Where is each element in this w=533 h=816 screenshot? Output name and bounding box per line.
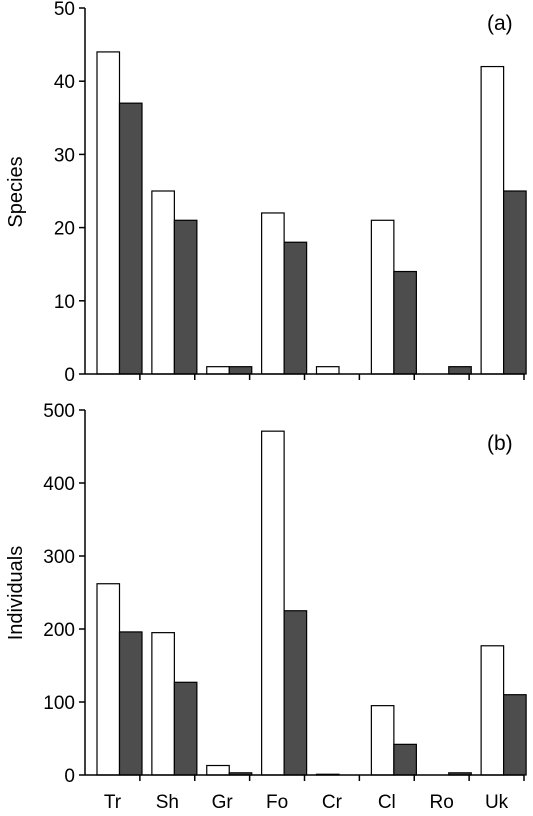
category-label: Uk	[485, 792, 509, 813]
bar-series-1	[315, 366, 340, 375]
bar-group	[96, 51, 527, 375]
category-label: Ro	[430, 792, 454, 813]
y-axis-title: Individuals	[5, 546, 27, 641]
category-label: Cl	[378, 792, 396, 813]
bar-series-2	[393, 743, 417, 776]
y-tick-label: 20	[54, 219, 75, 240]
bar-series-1	[261, 430, 285, 776]
panel-label: (b)	[487, 432, 513, 455]
bar-series-2	[283, 241, 308, 375]
bar-series-1	[370, 219, 395, 375]
y-tick-label: 30	[54, 145, 75, 166]
bar-series-1	[151, 632, 175, 776]
category-label-group: Tr Sh Gr Fo Cr Cl Ro Uk	[104, 792, 509, 813]
x-tick-group	[139, 374, 525, 380]
bar-series-1	[151, 190, 175, 375]
y-tick-group: 0 10 20 30 40 50	[54, 0, 85, 386]
bar-series-2	[118, 631, 143, 776]
bar-series-1	[261, 212, 285, 375]
chart-panel-b: 0 100 200 300 400 500 Individuals (b)	[5, 401, 527, 787]
bar-series-1	[370, 705, 395, 776]
bar-series-1	[206, 366, 230, 375]
y-tick-group: 0 100 200 300 400 500	[43, 401, 85, 787]
bar-series-1	[96, 51, 121, 375]
y-tick-label: 300	[43, 547, 75, 568]
bar-series-1	[480, 645, 505, 776]
bar-series-2	[228, 366, 253, 375]
y-tick-label: 50	[54, 0, 75, 20]
y-tick-label: 0	[64, 365, 75, 386]
y-tick-label: 500	[43, 401, 75, 422]
bar-series-2	[393, 270, 417, 375]
y-tick-label: 100	[43, 693, 75, 714]
y-tick-label: 0	[64, 766, 75, 787]
category-label: Gr	[212, 792, 234, 813]
bar-group	[96, 430, 527, 776]
y-axis-title: Species	[5, 156, 27, 227]
y-tick-label: 400	[43, 474, 75, 495]
chart-panel-a: 0 10 20 30 40 50 Species (a)	[5, 0, 527, 386]
bar-series-2	[173, 681, 198, 776]
bar-series-2	[448, 366, 472, 375]
bar-series-2	[118, 102, 143, 375]
bar-series-1	[480, 65, 505, 375]
category-label: Tr	[104, 792, 122, 813]
bar-series-1	[206, 764, 230, 776]
y-tick-label: 10	[54, 292, 75, 313]
category-label: Fo	[266, 792, 288, 813]
bar-series-2	[503, 190, 527, 375]
category-label: Cr	[322, 792, 343, 813]
bar-series-2	[173, 219, 198, 375]
y-tick-label: 40	[54, 72, 75, 93]
panel-label: (a)	[487, 12, 513, 35]
x-tick-group	[139, 775, 525, 781]
category-label: Sh	[156, 792, 179, 813]
y-tick-label: 200	[43, 620, 75, 641]
bar-series-2	[503, 694, 527, 776]
bar-series-2	[283, 610, 308, 776]
bar-series-1	[96, 583, 121, 776]
